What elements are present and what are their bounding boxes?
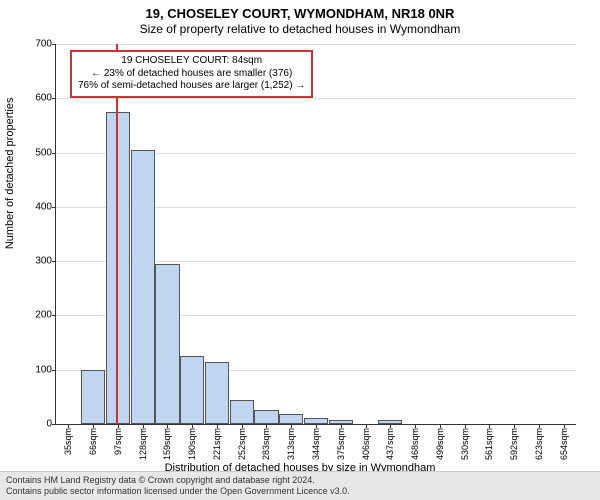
bar — [106, 112, 130, 424]
bar — [131, 150, 155, 424]
ytick-label: 300 — [35, 256, 56, 267]
xtick-label: 530sqm — [460, 424, 470, 460]
info-box-line1: 19 CHOSELEY COURT: 84sqm — [78, 55, 305, 68]
footer-line2: Contains public sector information licen… — [6, 486, 594, 497]
xtick-label: 66sqm — [88, 424, 98, 455]
xtick-label: 654sqm — [559, 424, 569, 460]
marker-line — [116, 44, 118, 424]
bar — [254, 410, 278, 424]
xtick-label: 592sqm — [509, 424, 519, 460]
ytick-label: 600 — [35, 93, 56, 104]
bar — [155, 264, 179, 424]
xtick-label: 499sqm — [435, 424, 445, 460]
xtick-label: 406sqm — [361, 424, 371, 460]
footer-line1: Contains HM Land Registry data © Crown c… — [6, 475, 594, 486]
chart-title: 19, CHOSELEY COURT, WYMONDHAM, NR18 0NR — [0, 0, 600, 21]
bar — [81, 370, 105, 424]
bar — [378, 420, 402, 424]
info-box-line2: ← 23% of detached houses are smaller (37… — [78, 68, 305, 81]
ytick-label: 0 — [46, 419, 56, 430]
xtick-label: 159sqm — [162, 424, 172, 460]
xtick-label: 190sqm — [187, 424, 197, 460]
bar — [205, 362, 229, 424]
chart-subtitle: Size of property relative to detached ho… — [0, 21, 600, 36]
ytick-label: 500 — [35, 147, 56, 158]
bar — [180, 356, 204, 424]
plot-area: 010020030040050060070035sqm66sqm97sqm128… — [55, 44, 576, 425]
bar — [304, 418, 328, 425]
xtick-label: 344sqm — [311, 424, 321, 460]
xtick-label: 437sqm — [385, 424, 395, 460]
xtick-label: 252sqm — [237, 424, 247, 460]
xtick-label: 97sqm — [113, 424, 123, 455]
y-axis-label: Number of detached properties — [4, 98, 16, 250]
ytick-label: 700 — [35, 39, 56, 50]
xtick-label: 375sqm — [336, 424, 346, 460]
xtick-label: 283sqm — [261, 424, 271, 460]
xtick-label: 221sqm — [212, 424, 222, 460]
xtick-label: 623sqm — [534, 424, 544, 460]
info-box-line3: 76% of semi-detached houses are larger (… — [78, 80, 305, 93]
bar — [279, 414, 303, 424]
bar — [329, 420, 353, 424]
xtick-label: 128sqm — [138, 424, 148, 460]
xtick-label: 561sqm — [484, 424, 494, 460]
bars-group — [56, 44, 576, 424]
footer: Contains HM Land Registry data © Crown c… — [0, 471, 600, 500]
chart-container: 19, CHOSELEY COURT, WYMONDHAM, NR18 0NR … — [0, 0, 600, 500]
ytick-label: 400 — [35, 201, 56, 212]
xtick-label: 468sqm — [410, 424, 420, 460]
bar — [230, 400, 254, 424]
info-box: 19 CHOSELEY COURT: 84sqm ← 23% of detach… — [70, 50, 313, 98]
ytick-label: 200 — [35, 310, 56, 321]
xtick-label: 35sqm — [63, 424, 73, 455]
ytick-label: 100 — [35, 364, 56, 375]
xtick-label: 313sqm — [286, 424, 296, 460]
